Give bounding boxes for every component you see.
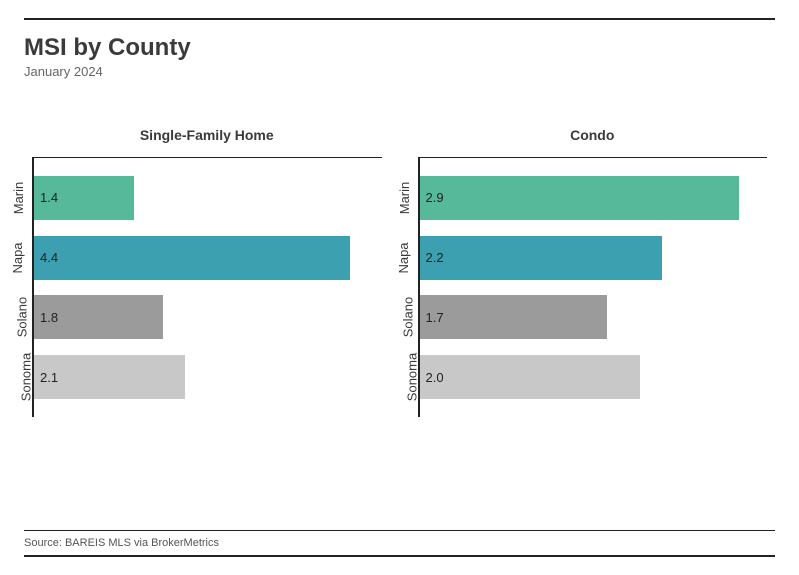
bar-row: Marin 1.4 bbox=[34, 174, 382, 222]
chart-panel-condo: Condo Marin 2.9 Napa 2.2 Solano 1.7 bbox=[418, 127, 768, 417]
bar-value-label: 2.2 bbox=[426, 250, 444, 265]
y-axis-label: Sonoma bbox=[404, 353, 419, 401]
bar-row: Napa 2.2 bbox=[420, 234, 768, 282]
bar-value-label: 2.1 bbox=[40, 370, 58, 385]
y-axis-label: Napa bbox=[396, 242, 411, 273]
y-axis-label: Marin bbox=[11, 182, 26, 215]
page-subtitle: January 2024 bbox=[24, 64, 775, 79]
y-axis-label: Solano bbox=[15, 297, 30, 337]
bar-value-label: 2.9 bbox=[426, 190, 444, 205]
bar-row: Napa 4.4 bbox=[34, 234, 382, 282]
page-title: MSI by County bbox=[24, 34, 775, 62]
bar-row: Sonoma 2.1 bbox=[34, 353, 382, 401]
bar-row: Marin 2.9 bbox=[420, 174, 768, 222]
bar: 2.0 bbox=[420, 355, 640, 399]
bar-row: Sonoma 2.0 bbox=[420, 353, 768, 401]
bar: 1.7 bbox=[420, 295, 607, 339]
panel-title: Single-Family Home bbox=[32, 127, 382, 143]
source-footer: Source: BAREIS MLS via BrokerMetrics bbox=[24, 530, 775, 557]
bar-row: Solano 1.8 bbox=[34, 293, 382, 341]
bar: 2.9 bbox=[420, 176, 739, 220]
top-rule bbox=[24, 18, 775, 20]
bar-value-label: 1.8 bbox=[40, 310, 58, 325]
bar-value-label: 4.4 bbox=[40, 250, 58, 265]
y-axis-label: Napa bbox=[10, 242, 25, 273]
charts-container: Single-Family Home Marin 1.4 Napa 4.4 So… bbox=[24, 127, 775, 417]
bars-area: Marin 2.9 Napa 2.2 Solano 1.7 Sonoma bbox=[418, 157, 768, 417]
bar: 1.4 bbox=[34, 176, 134, 220]
bar-value-label: 1.4 bbox=[40, 190, 58, 205]
bar: 4.4 bbox=[34, 236, 350, 280]
bar-row: Solano 1.7 bbox=[420, 293, 768, 341]
panel-title: Condo bbox=[418, 127, 768, 143]
bar-value-label: 1.7 bbox=[426, 310, 444, 325]
bar: 1.8 bbox=[34, 295, 163, 339]
y-axis-label: Marin bbox=[396, 182, 411, 215]
bar-value-label: 2.0 bbox=[426, 370, 444, 385]
bar: 2.1 bbox=[34, 355, 185, 399]
y-axis-label: Solano bbox=[400, 297, 415, 337]
y-axis-label: Sonoma bbox=[19, 353, 34, 401]
bar: 2.2 bbox=[420, 236, 662, 280]
bars-area: Marin 1.4 Napa 4.4 Solano 1.8 Sonoma bbox=[32, 157, 382, 417]
chart-panel-sfh: Single-Family Home Marin 1.4 Napa 4.4 So… bbox=[32, 127, 382, 417]
